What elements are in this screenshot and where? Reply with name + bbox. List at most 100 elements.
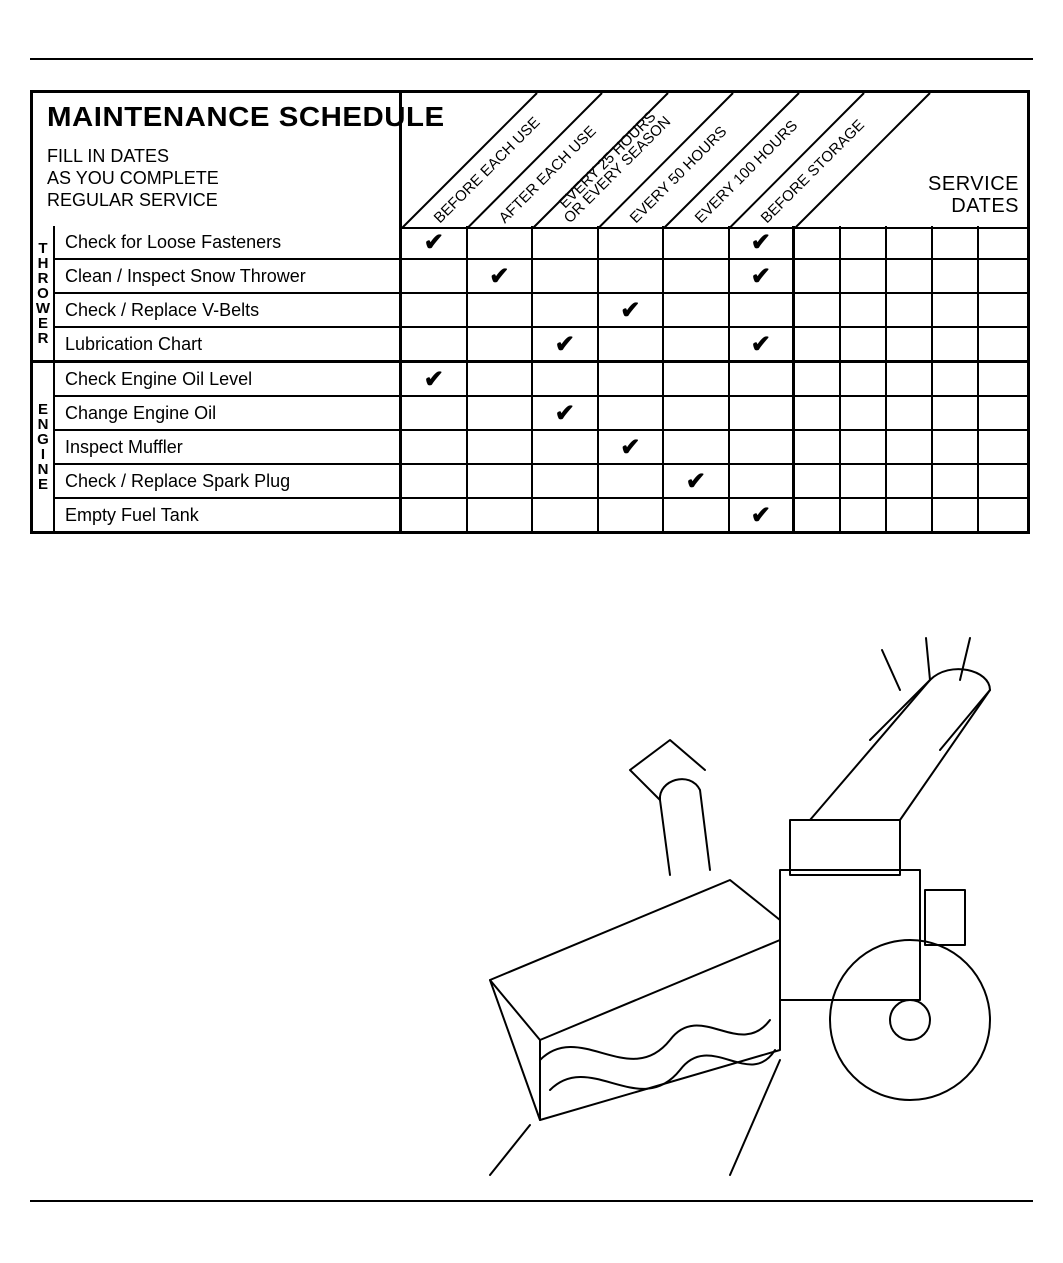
service-date-cell[interactable]	[887, 294, 933, 326]
interval-cell: ✔	[402, 226, 468, 258]
table-row: Clean / Inspect Snow Thrower✔✔	[55, 260, 1027, 294]
table-row: Empty Fuel Tank✔	[55, 499, 1027, 531]
service-date-cell[interactable]	[841, 363, 887, 395]
service-date-cell[interactable]	[979, 363, 1025, 395]
interval-cell	[533, 226, 599, 258]
interval-cell	[533, 499, 599, 531]
service-date-cell[interactable]	[887, 465, 933, 497]
interval-cell	[599, 226, 665, 258]
interval-cell	[599, 499, 665, 531]
task-label: Clean / Inspect Snow Thrower	[55, 260, 402, 292]
service-date-cell[interactable]	[933, 260, 979, 292]
schedule-grid: THROWERCheck for Loose Fasteners✔✔Clean …	[30, 226, 1030, 534]
interval-cell	[664, 363, 730, 395]
interval-cell	[730, 397, 796, 429]
interval-cell	[599, 328, 665, 360]
interval-cell	[468, 363, 534, 395]
service-date-cell[interactable]	[979, 328, 1025, 360]
subtitle: FILL IN DATES AS YOU COMPLETE REGULAR SE…	[47, 145, 219, 211]
interval-cell: ✔	[468, 260, 534, 292]
service-date-cell[interactable]	[795, 226, 841, 258]
interval-cell	[533, 465, 599, 497]
service-date-cell[interactable]	[795, 499, 841, 531]
interval-cell	[664, 294, 730, 326]
interval-cell	[664, 260, 730, 292]
service-date-cell[interactable]	[795, 465, 841, 497]
interval-cell	[533, 260, 599, 292]
section: THROWERCheck for Loose Fasteners✔✔Clean …	[33, 226, 1027, 360]
service-date-cell[interactable]	[979, 397, 1025, 429]
service-date-cell[interactable]	[979, 226, 1025, 258]
service-date-cell[interactable]	[795, 431, 841, 463]
interval-cell	[468, 499, 534, 531]
service-date-cell[interactable]	[841, 397, 887, 429]
service-date-cell[interactable]	[887, 260, 933, 292]
service-date-cell[interactable]	[933, 363, 979, 395]
task-label: Empty Fuel Tank	[55, 499, 402, 531]
service-date-cell[interactable]	[979, 499, 1025, 531]
top-rule	[30, 58, 1033, 60]
task-label: Change Engine Oil	[55, 397, 402, 429]
service-date-cell[interactable]	[795, 328, 841, 360]
interval-cell	[730, 465, 796, 497]
schedule-header: MAINTENANCE SCHEDULE FILL IN DATES AS YO…	[30, 90, 1030, 226]
bottom-rule	[30, 1200, 1033, 1202]
service-date-cell[interactable]	[841, 431, 887, 463]
interval-cell	[664, 431, 730, 463]
service-date-cell[interactable]	[933, 499, 979, 531]
service-date-cell[interactable]	[887, 328, 933, 360]
interval-cell: ✔	[533, 397, 599, 429]
service-date-cell[interactable]	[979, 431, 1025, 463]
service-date-cell[interactable]	[841, 499, 887, 531]
service-date-cell[interactable]	[887, 363, 933, 395]
service-date-cell[interactable]	[795, 294, 841, 326]
service-date-cell[interactable]	[795, 260, 841, 292]
title-box: MAINTENANCE SCHEDULE FILL IN DATES AS YO…	[30, 90, 402, 226]
service-date-cell[interactable]	[841, 226, 887, 258]
interval-cell	[599, 465, 665, 497]
service-date-cell[interactable]	[933, 294, 979, 326]
service-date-cell[interactable]	[841, 465, 887, 497]
table-row: Lubrication Chart✔✔	[55, 328, 1027, 360]
service-date-cell[interactable]	[795, 363, 841, 395]
table-row: Check Engine Oil Level✔	[55, 363, 1027, 397]
interval-cell	[730, 431, 796, 463]
subtitle-line: FILL IN DATES	[47, 145, 219, 167]
interval-cell	[664, 499, 730, 531]
service-date-cell[interactable]	[933, 328, 979, 360]
service-date-cell[interactable]	[887, 226, 933, 258]
interval-cell: ✔	[599, 431, 665, 463]
service-date-cell[interactable]	[933, 465, 979, 497]
interval-cell	[468, 294, 534, 326]
interval-cell	[468, 397, 534, 429]
interval-cell: ✔	[533, 328, 599, 360]
service-date-cell[interactable]	[979, 260, 1025, 292]
interval-cell	[468, 431, 534, 463]
interval-cell	[468, 226, 534, 258]
service-date-cell[interactable]	[979, 465, 1025, 497]
interval-cell: ✔	[730, 226, 796, 258]
interval-cell	[599, 397, 665, 429]
service-date-cell[interactable]	[887, 499, 933, 531]
service-date-cell[interactable]	[933, 431, 979, 463]
service-date-cell[interactable]	[887, 397, 933, 429]
service-date-cell[interactable]	[933, 397, 979, 429]
interval-cell	[468, 328, 534, 360]
section-vertical-label: ENGINE	[33, 363, 55, 531]
service-date-cell[interactable]	[887, 431, 933, 463]
service-date-cell[interactable]	[841, 260, 887, 292]
interval-cell	[664, 328, 730, 360]
interval-cell	[402, 294, 468, 326]
service-dates-label: SERVICE DATES	[889, 173, 1019, 217]
table-row: Check / Replace Spark Plug✔	[55, 465, 1027, 499]
service-date-cell[interactable]	[841, 328, 887, 360]
task-label: Inspect Muffler	[55, 431, 402, 463]
service-date-cell[interactable]	[795, 397, 841, 429]
table-row: Check for Loose Fasteners✔✔	[55, 226, 1027, 260]
interval-cell	[402, 260, 468, 292]
interval-cell	[730, 294, 796, 326]
service-date-cell[interactable]	[841, 294, 887, 326]
service-date-cell[interactable]	[979, 294, 1025, 326]
service-date-cell[interactable]	[933, 226, 979, 258]
task-label: Check / Replace V-Belts	[55, 294, 402, 326]
